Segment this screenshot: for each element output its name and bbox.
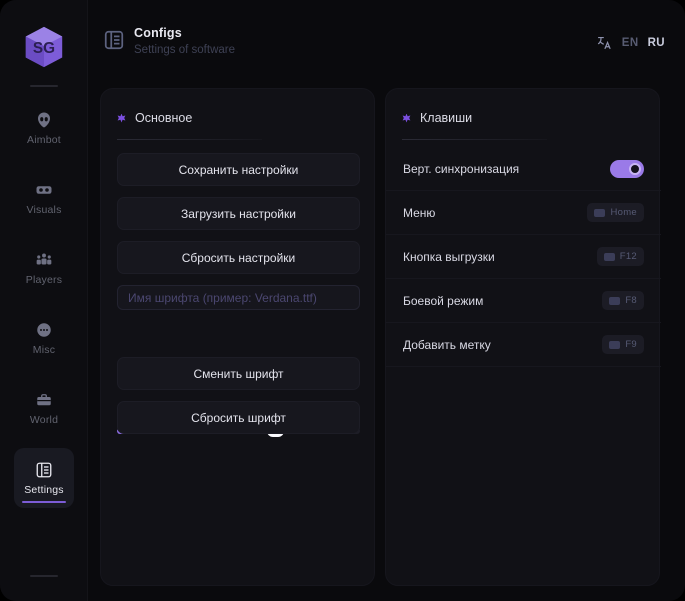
- list-panel-icon: [34, 460, 54, 480]
- keybind-value: F8: [625, 295, 637, 306]
- section-title: Клавиши: [420, 111, 473, 125]
- sidebar-item-world[interactable]: World: [14, 378, 74, 438]
- sidebar-item-label: Settings: [24, 484, 64, 496]
- keyboard-icon: [609, 296, 621, 305]
- unload-keybind-button[interactable]: F12: [596, 247, 644, 266]
- sidebar-item-label: Visuals: [26, 204, 62, 216]
- page-subtitle: Settings of software: [134, 44, 235, 56]
- add-marker-keybind-button[interactable]: F9: [602, 335, 644, 354]
- save-settings-button[interactable]: Сохранить настройки: [117, 153, 360, 186]
- keyboard-icon: [603, 252, 615, 261]
- table-row: Боевой режим F8: [386, 279, 661, 323]
- row-label: Меню: [403, 205, 436, 220]
- lang-ru-button[interactable]: RU: [647, 36, 665, 49]
- sidebar-item-settings[interactable]: Settings: [14, 448, 74, 508]
- toggle-knob: [629, 162, 641, 175]
- briefcase-icon: [34, 390, 54, 410]
- lang-en-button[interactable]: EN: [621, 36, 639, 49]
- table-row: Кнопка выгрузки F12: [386, 235, 661, 279]
- reset-font-button[interactable]: Сбросить шрифт: [117, 401, 360, 434]
- row-label: Верт. синхронизация: [403, 161, 520, 176]
- sidebar-item-misc[interactable]: Misc: [14, 308, 74, 368]
- table-row: Добавить метку F9: [386, 323, 661, 367]
- vsync-toggle[interactable]: [610, 159, 644, 178]
- app-logo: SG: [0, 18, 88, 76]
- general-settings-panel: Основное Сохранить настройки Загрузить н…: [100, 88, 375, 586]
- row-label: Кнопка выгрузки: [403, 249, 495, 264]
- section-header-general: Основное: [117, 111, 192, 125]
- active-indicator: [22, 500, 66, 503]
- load-settings-button[interactable]: Загрузить настройки: [117, 197, 360, 230]
- sidebar-divider-bottom: [30, 575, 58, 577]
- keybind-value: F12: [619, 251, 637, 262]
- keybind-value: F9: [625, 339, 637, 350]
- list-panel-icon: [103, 29, 125, 51]
- sidebar-item-label: Players: [25, 274, 63, 286]
- table-row: Верт. синхронизация: [386, 147, 661, 191]
- goggles-icon: [34, 180, 54, 200]
- font-name-input[interactable]: Имя шрифта (пример: Verdana.ttf): [117, 285, 360, 310]
- sidebar-item-players[interactable]: Players: [14, 238, 74, 298]
- combat-mode-keybind-button[interactable]: F8: [602, 291, 644, 310]
- sidebar-item-label: Misc: [32, 344, 56, 356]
- section-divider: [402, 139, 547, 140]
- cube-logo-icon: SG: [25, 26, 63, 68]
- keyboard-icon: [594, 208, 606, 217]
- people-group-icon: [34, 250, 54, 270]
- sidebar-divider-top: [30, 85, 58, 87]
- keybinds-panel: Клавиши Верт. синхронизация Меню Home Кн…: [385, 88, 661, 586]
- sidebar-item-label: Aimbot: [27, 134, 61, 146]
- change-font-button[interactable]: Сменить шрифт: [117, 357, 360, 390]
- alien-head-icon: [34, 110, 54, 130]
- reset-settings-button[interactable]: Сбросить настройки: [117, 241, 360, 274]
- table-row: Меню Home: [386, 191, 661, 235]
- row-label: Добавить метку: [403, 337, 491, 352]
- section-title: Основное: [135, 111, 193, 125]
- sparkle-icon: [117, 113, 126, 123]
- sparkle-icon: [402, 113, 411, 123]
- sidebar: SG Aimbot: [0, 0, 88, 601]
- page-title: Configs: [134, 26, 182, 40]
- row-label: Боевой режим: [403, 293, 484, 308]
- svg-text:SG: SG: [33, 40, 55, 57]
- section-header-keys: Клавиши: [402, 111, 472, 125]
- keyboard-icon: [609, 340, 621, 349]
- sidebar-item-visuals[interactable]: Visuals: [14, 168, 74, 228]
- sidebar-item-label: World: [29, 414, 59, 426]
- section-divider: [117, 139, 262, 140]
- menu-keybind-button[interactable]: Home: [587, 203, 644, 222]
- ellipsis-circle-icon: [34, 320, 54, 340]
- header: Configs Settings of software EN RU: [88, 0, 685, 82]
- keybind-value: Home: [610, 207, 637, 218]
- translate-icon[interactable]: [596, 34, 613, 51]
- sidebar-item-aimbot[interactable]: Aimbot: [14, 98, 74, 158]
- language-switcher: EN RU: [596, 34, 665, 51]
